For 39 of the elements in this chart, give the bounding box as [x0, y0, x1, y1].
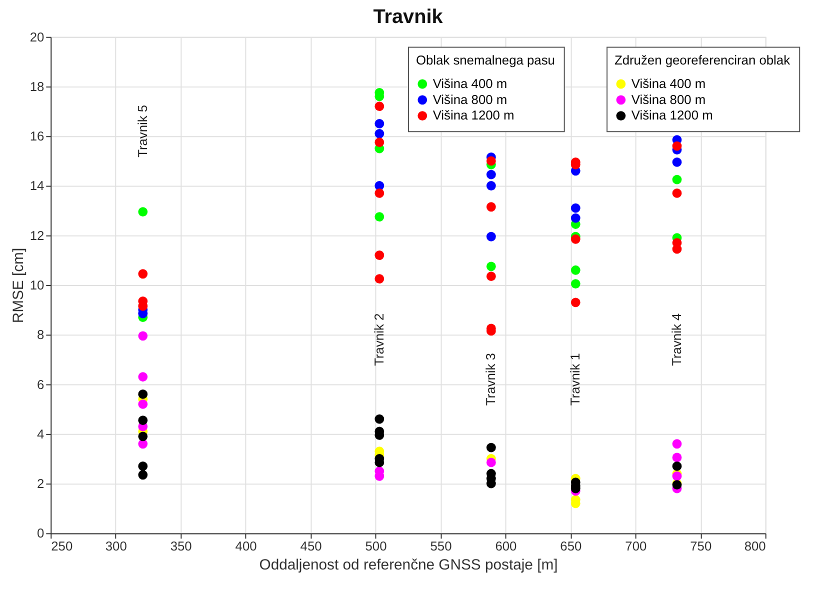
x-tick-label: 500 [365, 538, 387, 554]
legend-label: Višina 800 m [432, 92, 508, 107]
y-tick-label: 2 [37, 476, 44, 492]
x-tick-label: 550 [430, 538, 452, 554]
legend-label: Višina 400 m [432, 76, 508, 91]
annotation: Travnik 4 [668, 313, 684, 366]
y-tick-label: 20 [30, 29, 44, 44]
x-tick-label: 400 [235, 538, 257, 554]
x-tick-label: 700 [625, 538, 647, 554]
x-tick-label: 650 [560, 538, 582, 554]
annotation: Oblak snemalnega pasu [416, 52, 555, 68]
y-tick-label: 6 [37, 376, 44, 392]
y-tick-label: 10 [30, 278, 44, 292]
legend-label: Višina 1200 m [432, 108, 514, 123]
legend-label: Višina 1200 m [631, 108, 713, 123]
annotation: Travnik 3 [483, 353, 498, 406]
x-axis-title: Oddaljenost od referenčne GNSS postaje [m] [259, 557, 558, 574]
y-tick-label: 0 [37, 526, 44, 541]
x-tick-label: 750 [690, 538, 712, 554]
x-tick-label: 800 [744, 538, 766, 554]
y-tick-label: 4 [37, 426, 44, 442]
annotation: Združen georeferenciran oblak [614, 52, 791, 68]
x-tick-label: 250 [51, 538, 73, 554]
y-tick-label: 18 [30, 78, 44, 94]
x-tick-label: 300 [105, 538, 127, 554]
legend-label: Višina 400 m [631, 76, 706, 91]
annotation: Travnik 5 [134, 104, 150, 158]
annotation: Travnik 1 [568, 353, 583, 406]
chart-title: Travnik [373, 6, 444, 28]
x-tick-label: 350 [170, 538, 192, 554]
y-tick-label: 8 [37, 327, 44, 342]
y-tick-label: 12 [30, 228, 44, 243]
x-tick-label: 600 [495, 538, 517, 554]
annotation: Travnik 2 [371, 313, 386, 366]
y-axis-title: RMSE [cm] [10, 248, 27, 324]
y-tick-label: 14 [30, 178, 44, 194]
legend-label: Višina 800 m [631, 92, 706, 107]
y-tick-label: 16 [30, 128, 44, 144]
x-tick-label: 450 [300, 538, 322, 554]
